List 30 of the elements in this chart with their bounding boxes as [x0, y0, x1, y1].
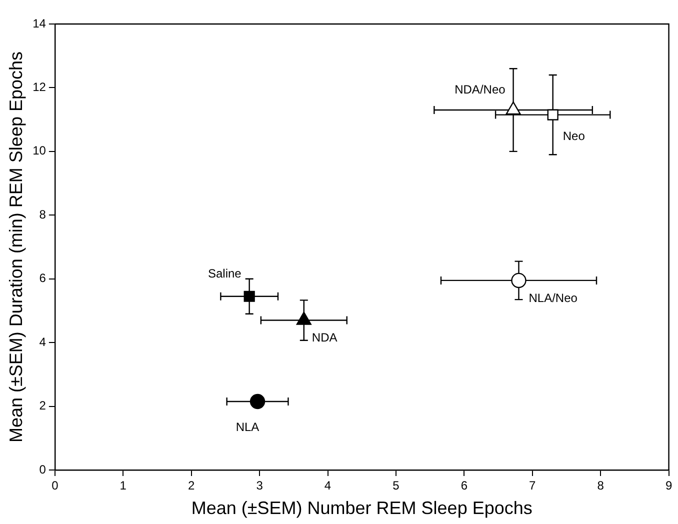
x-tick-label: 4 [324, 478, 332, 493]
series-label: NLA [236, 420, 260, 434]
y-tick-label: 8 [39, 207, 46, 222]
x-tick-label: 5 [392, 478, 400, 493]
x-tick-label: 3 [256, 478, 264, 493]
series-label: NLA/Neo [528, 290, 578, 305]
series-label: NDA [312, 330, 338, 345]
y-tick-label: 10 [32, 144, 46, 158]
y-axis-title: Mean (±SEM) Duration (min) REM Sleep Epochs [6, 51, 26, 443]
x-tick-label: 1 [120, 478, 127, 493]
series-label: Saline [208, 266, 242, 281]
point [250, 394, 266, 410]
y-tick-label: 0 [39, 462, 46, 476]
y-tick-label: 6 [39, 271, 46, 286]
y-tick-label: 2 [39, 398, 46, 413]
x-tick-label: 2 [188, 478, 196, 493]
y-tick-label: 12 [32, 80, 46, 94]
x-tick-label: 0 [52, 478, 59, 493]
x-tick-label: 9 [665, 478, 672, 493]
series-label: NDA/Neo [454, 82, 506, 96]
point [547, 109, 558, 120]
series-label: Neo [562, 129, 586, 144]
point [511, 272, 526, 288]
x-tick-label: 7 [529, 478, 536, 493]
x-tick-label: 8 [597, 478, 604, 493]
point [244, 290, 255, 302]
x-axis-title: Mean (±SEM) Number REM Sleep Epochs [191, 498, 532, 518]
y-tick-label: 14 [32, 16, 46, 30]
x-tick-label: 6 [460, 478, 468, 493]
y-tick-label: 4 [39, 334, 46, 349]
